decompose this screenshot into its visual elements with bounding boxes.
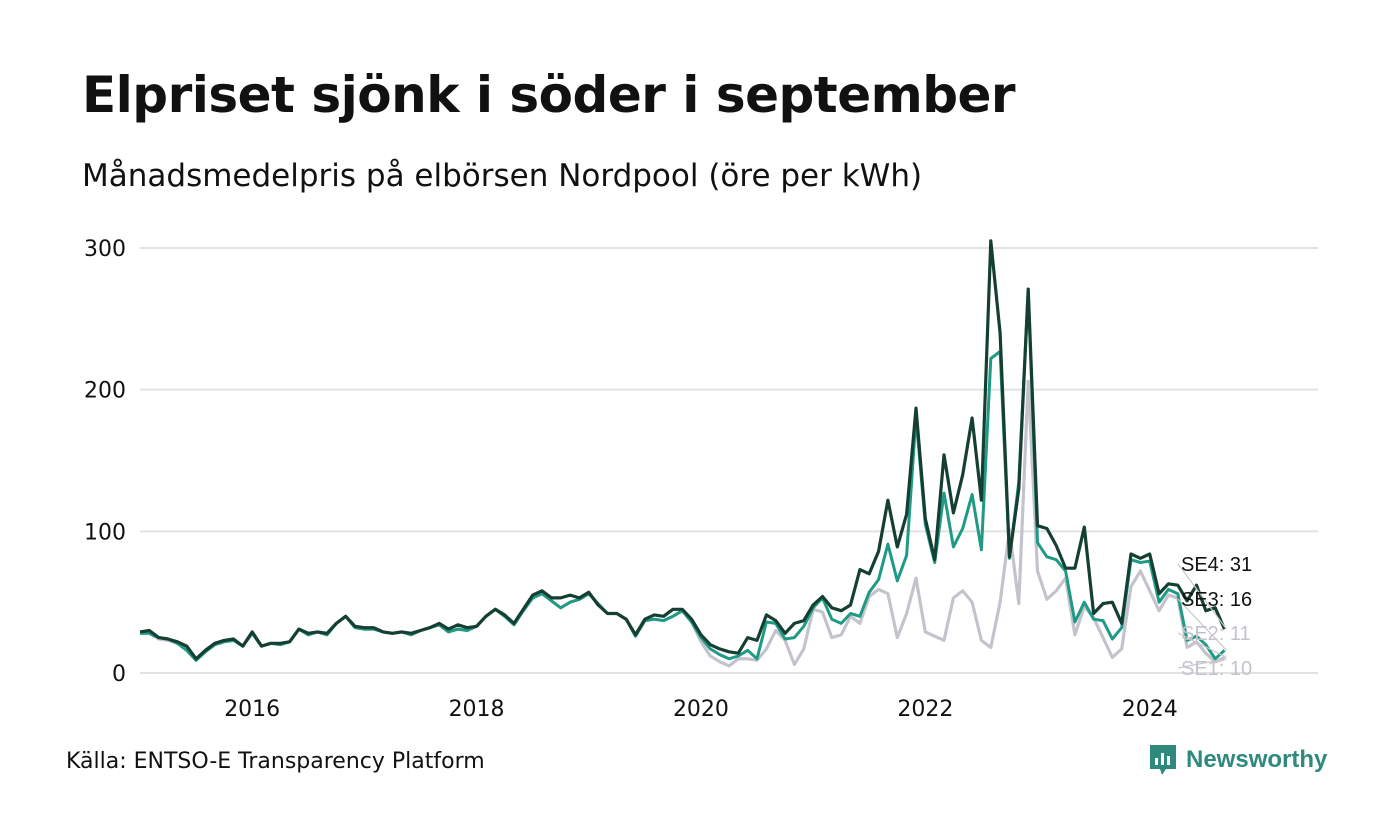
y-tick-label: 0 — [112, 662, 126, 687]
leader-line-se3 — [1177, 598, 1227, 651]
series-lines — [139, 239, 1226, 668]
leader-line-se2 — [1177, 632, 1227, 658]
leader-line-se1 — [1177, 658, 1227, 669]
series-line-se4 — [139, 239, 1226, 661]
end-label-se2: SE2: 11 — [1181, 623, 1251, 645]
series-end-labels: SE4: 31 SE3: 16 SE2: 11 SE1: 10 — [1177, 554, 1252, 680]
newsworthy-logo-icon — [1150, 745, 1176, 775]
leader-line-se4 — [1177, 563, 1227, 630]
series-line-se1 — [140, 379, 1225, 668]
brand-logo[interactable]: Newsworthy — [1148, 743, 1327, 777]
x-tick-label: 2024 — [1122, 697, 1178, 722]
gridlines — [140, 247, 1318, 674]
x-tick-label: 2022 — [897, 697, 953, 722]
y-axis-ticks: 0 100 200 300 — [84, 237, 126, 687]
series-line-se2 — [140, 379, 1226, 668]
end-label-se3: SE3: 16 — [1181, 589, 1252, 611]
chart-subtitle: Månadsmedelpris på elbörsen Nordpool (ör… — [82, 158, 923, 194]
brand-name: Newsworthy — [1186, 746, 1328, 773]
end-label-se4: SE4: 31 — [1181, 554, 1252, 576]
x-axis-ticks: 2016 2018 2020 2022 2024 — [224, 697, 1178, 722]
y-tick-label: 100 — [84, 520, 126, 545]
x-tick-label: 2018 — [449, 697, 505, 722]
x-tick-label: 2016 — [224, 697, 280, 722]
x-tick-label: 2020 — [673, 697, 729, 722]
chart-title: Elpriset sjönk i söder i september — [82, 66, 1016, 124]
y-tick-label: 200 — [84, 379, 126, 404]
end-label-se1: SE1: 10 — [1181, 658, 1252, 680]
source-note: Källa: ENTSO-E Transparency Platform — [66, 749, 485, 774]
series-line-se3 — [140, 289, 1226, 662]
y-tick-label: 300 — [84, 237, 126, 262]
